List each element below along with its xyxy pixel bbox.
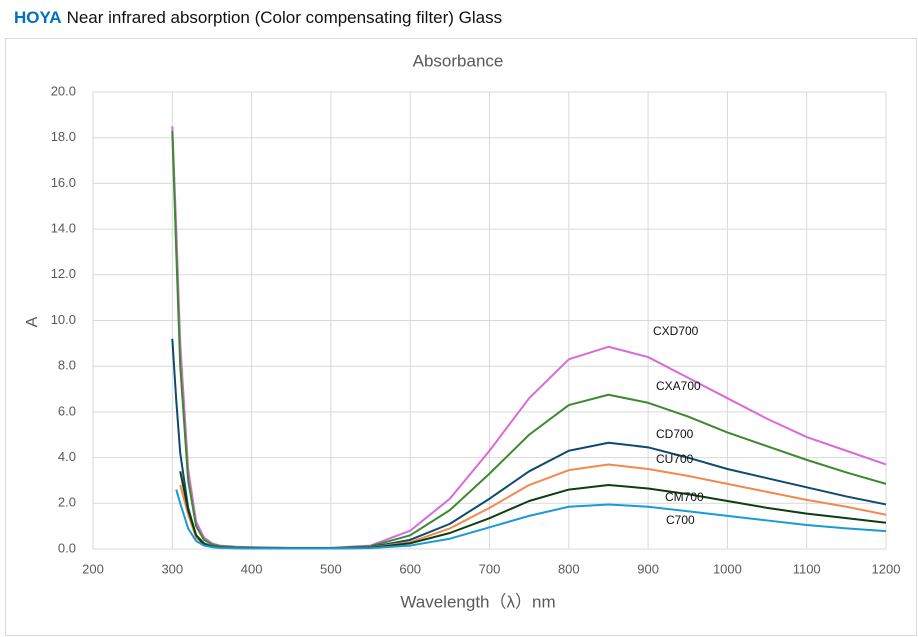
y-axis-label: A	[24, 316, 41, 327]
x-tick-label: 1200	[872, 561, 901, 576]
series-label: C700	[666, 513, 695, 527]
series-line	[171, 126, 887, 549]
series-label: CXD700	[653, 324, 699, 338]
series-line	[171, 130, 887, 550]
series-line	[175, 489, 887, 550]
y-tick-label: 6.0	[58, 403, 76, 418]
series-label: CM700	[665, 490, 704, 504]
y-tick-label: 10.0	[51, 312, 76, 327]
x-tick-label: 200	[82, 561, 104, 576]
x-tick-label: 500	[320, 561, 342, 576]
series-label: CXA700	[656, 379, 701, 393]
y-tick-label: 18.0	[51, 129, 76, 144]
series-line	[179, 463, 887, 550]
chart-title: Absorbance	[413, 51, 504, 70]
x-axis-label: Wavelength（λ）nm	[400, 592, 555, 611]
y-tick-label: 12.0	[51, 266, 76, 281]
chart-frame	[5, 38, 917, 636]
series-label: CU700	[656, 452, 694, 466]
brand: HOYA	[14, 8, 62, 27]
x-tick-label: 600	[399, 561, 421, 576]
x-tick-label: 800	[558, 561, 580, 576]
x-tick-label: 400	[241, 561, 263, 576]
x-tick-label: 1000	[713, 561, 742, 576]
x-tick-label: 300	[161, 561, 183, 576]
y-tick-label: 16.0	[51, 175, 76, 190]
y-tick-label: 0.0	[58, 540, 76, 555]
y-tick-label: 2.0	[58, 495, 76, 510]
y-tick-label: 8.0	[58, 358, 76, 373]
y-tick-label: 4.0	[58, 449, 76, 464]
x-tick-label: 1100	[793, 561, 821, 576]
x-tick-label: 700	[479, 561, 501, 576]
header: HOYA Near infrared absorption (Color comp…	[14, 8, 502, 28]
y-tick-label: 20.0	[51, 83, 76, 98]
series-label: CD700	[656, 427, 694, 441]
header-title: Near infrared absorption (Color compensa…	[66, 8, 503, 27]
y-tick-label: 14.0	[51, 221, 76, 236]
x-tick-label: 900	[637, 561, 659, 576]
